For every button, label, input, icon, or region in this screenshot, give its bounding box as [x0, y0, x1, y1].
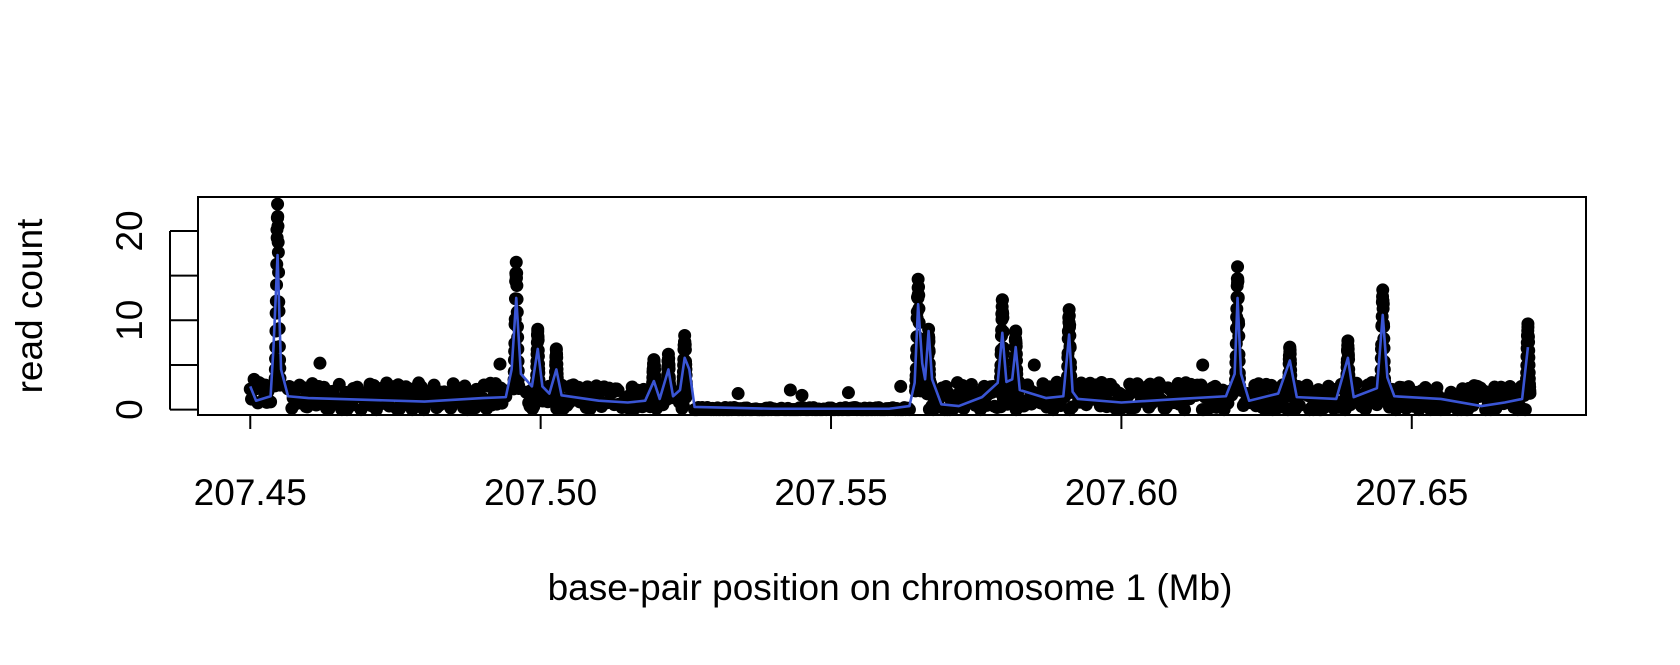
data-point [911, 272, 925, 286]
data-point [1370, 398, 1384, 412]
data-point [510, 266, 524, 280]
x-tick-label: 207.60 [1065, 472, 1178, 513]
data-point [783, 383, 797, 397]
data-point [1010, 387, 1024, 401]
data-point [271, 235, 285, 249]
data-point [678, 343, 692, 357]
data-point [923, 387, 937, 401]
smooth-line-layer [249, 253, 1530, 411]
data-point [510, 279, 524, 293]
data-point [1521, 317, 1535, 331]
y-tick-label: 10 [109, 300, 150, 341]
data-point [1376, 297, 1390, 311]
data-point [1194, 378, 1208, 392]
data-point [1283, 340, 1297, 354]
data-point [1231, 274, 1245, 288]
y-tick-label: 0 [109, 399, 150, 420]
data-point [1292, 398, 1306, 412]
data-point [661, 347, 675, 361]
data-point [1027, 358, 1041, 372]
smooth-line [249, 253, 1530, 411]
data-point [1009, 324, 1023, 338]
data-point [493, 357, 507, 371]
points-layer [243, 197, 1537, 417]
data-point [271, 197, 285, 211]
data-point [995, 293, 1009, 307]
x-axis-label: base-pair position on chromosome 1 (Mb) [548, 567, 1233, 608]
data-point [271, 245, 285, 259]
y-axis-label: read count [9, 218, 50, 394]
y-tick-label: 20 [109, 210, 150, 251]
data-point [531, 333, 545, 347]
data-point [894, 379, 908, 393]
data-point [1378, 384, 1392, 398]
data-point [271, 209, 285, 223]
data-point [647, 353, 661, 367]
data-point [841, 386, 855, 400]
x-tick-label: 207.50 [484, 472, 597, 513]
data-point [1063, 318, 1077, 332]
data-point [509, 255, 523, 269]
data-point [532, 387, 546, 401]
data-point [313, 356, 327, 370]
y-axis: 0 10 20 [109, 210, 198, 420]
data-point [912, 288, 926, 302]
x-axis: 207.45 207.50 207.55 207.60 207.65 [194, 415, 1468, 513]
data-point [678, 328, 692, 342]
data-point [512, 381, 526, 395]
x-tick-label: 207.65 [1355, 472, 1468, 513]
data-point [549, 342, 563, 356]
data-point [1178, 403, 1192, 417]
data-point [531, 322, 545, 336]
data-point [795, 388, 809, 402]
data-point [996, 310, 1010, 324]
x-tick-label: 207.55 [774, 472, 887, 513]
data-point [1233, 383, 1247, 397]
data-point [511, 342, 525, 356]
data-point [264, 395, 278, 409]
data-point [1341, 334, 1355, 348]
data-point [922, 322, 936, 336]
data-point [1518, 403, 1532, 417]
x-tick-label: 207.45 [194, 472, 307, 513]
data-point [1523, 386, 1537, 400]
data-point [731, 387, 745, 401]
data-point [271, 219, 285, 233]
data-point [1376, 283, 1390, 297]
data-point [680, 388, 694, 402]
data-point [1231, 260, 1245, 274]
data-point [996, 325, 1010, 339]
data-point [1062, 303, 1076, 317]
data-point [1196, 358, 1210, 372]
data-point [1300, 378, 1314, 392]
